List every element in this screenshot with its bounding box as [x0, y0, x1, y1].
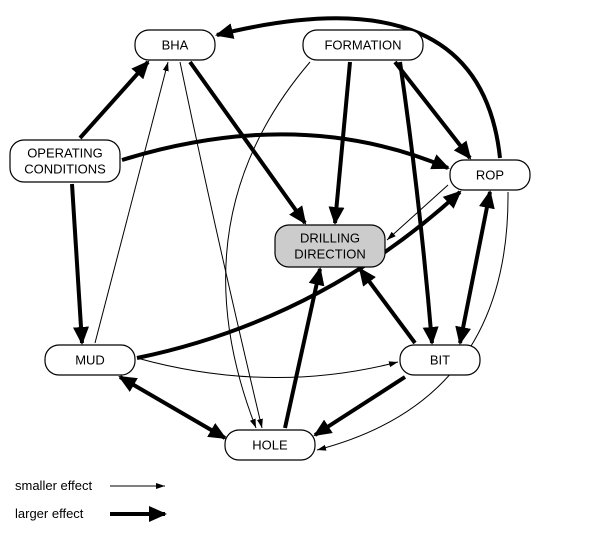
- edge-bit-hole: [315, 377, 405, 435]
- node-mud: MUD: [45, 345, 135, 375]
- node-mud-label: MUD: [75, 352, 105, 367]
- node-operating-label1: OPERATING: [27, 145, 103, 160]
- edge-mud-hole: [120, 377, 225, 438]
- node-operating-label2: CONDITIONS: [24, 161, 106, 176]
- node-drilling-label1: DRILLING: [300, 230, 360, 245]
- node-bit: BIT: [400, 345, 480, 375]
- edge-mud-bit: [137, 358, 398, 378]
- legend-larger-label: larger effect: [15, 506, 84, 521]
- edge-bit-rop: [460, 192, 490, 343]
- edge-mud-bha: [95, 62, 168, 343]
- node-formation-label: FORMATION: [324, 37, 401, 52]
- node-hole-label: HOLE: [252, 437, 288, 452]
- node-operating: OPERATINGCONDITIONS: [10, 140, 120, 182]
- edge-operating-bha: [80, 62, 148, 138]
- node-bha: BHA: [135, 30, 215, 60]
- node-bha-label: BHA: [162, 37, 189, 52]
- node-drilling: DRILLINGDIRECTION: [275, 225, 385, 267]
- edge-operating-rop: [122, 134, 448, 168]
- edge-operating-mud: [72, 184, 82, 343]
- node-hole: HOLE: [225, 430, 315, 460]
- edge-formation-drilling: [335, 62, 350, 223]
- node-bit-label: BIT: [430, 352, 450, 367]
- node-rop-label: ROP: [476, 167, 504, 182]
- node-formation: FORMATION: [303, 30, 423, 60]
- edge-bha-hole: [180, 62, 262, 428]
- edge-bha-drilling: [190, 62, 305, 223]
- legend-smaller-label: smaller effect: [15, 478, 92, 493]
- node-rop: ROP: [450, 160, 530, 190]
- edge-hole-drilling: [285, 269, 320, 428]
- node-drilling-label2: DIRECTION: [294, 246, 366, 261]
- edge-bit-drilling: [360, 269, 415, 343]
